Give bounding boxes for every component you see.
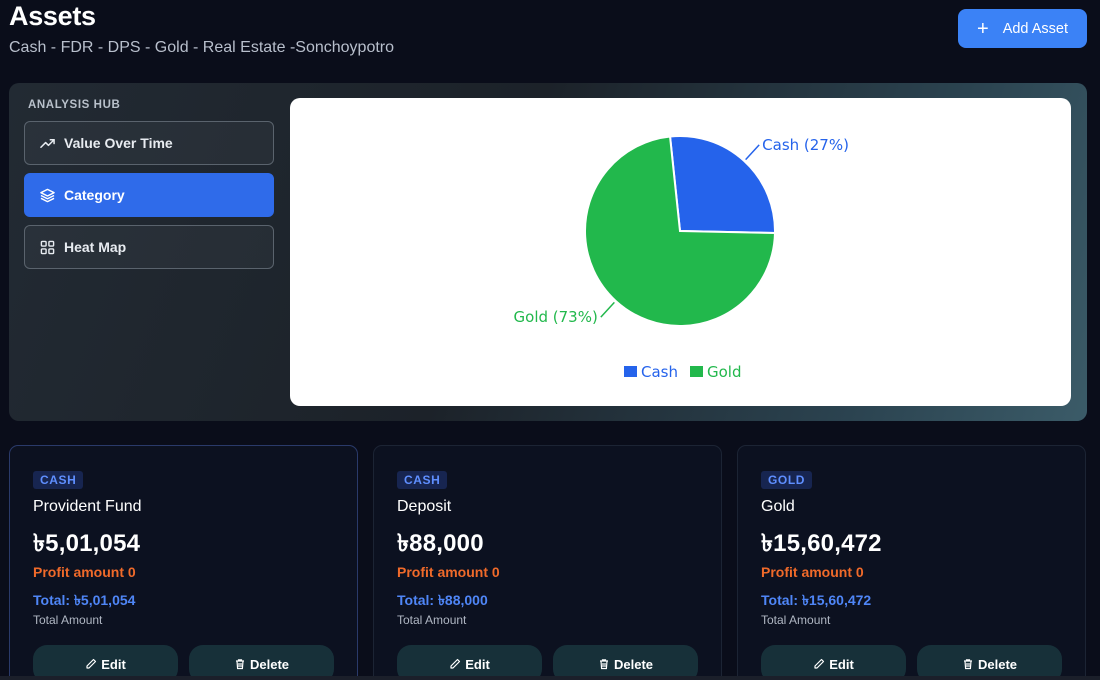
pie-leader-line-gold bbox=[600, 301, 615, 318]
page-header: Assets Cash - FDR - DPS - Gold - Real Es… bbox=[9, 0, 1091, 70]
pencil-icon bbox=[450, 658, 461, 669]
delete-label: Delete bbox=[249, 656, 290, 672]
total-caption: Total Amount bbox=[33, 613, 103, 627]
asset-name: Deposit bbox=[397, 498, 452, 515]
category-label: Category bbox=[64, 187, 125, 203]
category-button[interactable]: Category bbox=[24, 173, 274, 217]
asset-value: ৳88,000 bbox=[397, 530, 484, 557]
value-over-time-label: Value Over Time bbox=[64, 135, 173, 151]
grid-icon bbox=[40, 240, 55, 254]
pie-slice-cash[interactable] bbox=[668, 135, 776, 234]
page-subtitle: Cash - FDR - DPS - Gold - Real Estate -S… bbox=[9, 39, 395, 56]
pie-label-gold: Gold (73%) bbox=[514, 308, 598, 326]
heat-map-button[interactable]: Heat Map bbox=[24, 225, 274, 269]
asset-value: ৳15,60,472 bbox=[761, 530, 882, 557]
legend-label-gold[interactable]: Gold bbox=[707, 363, 742, 381]
analysis-hub-panel: ANALYSIS HUB Value Over Time Category He… bbox=[9, 83, 1087, 421]
total-amount: Total: ৳88,000 bbox=[397, 592, 488, 608]
edit-label: Edit bbox=[465, 656, 490, 672]
category-badge: CASH bbox=[397, 471, 448, 489]
pencil-icon bbox=[86, 658, 97, 669]
delete-label: Delete bbox=[613, 656, 654, 672]
delete-button[interactable]: Delete bbox=[553, 645, 698, 680]
total-caption: Total Amount bbox=[761, 613, 831, 627]
edit-button[interactable]: Edit bbox=[33, 645, 178, 680]
layers-icon bbox=[40, 188, 55, 202]
asset-card-deposit: CASH Deposit ৳88,000 Profit amount 0 Tot… bbox=[373, 445, 722, 680]
trash-icon bbox=[963, 659, 972, 670]
pie-leader-line-cash bbox=[745, 144, 760, 161]
analysis-hub-title: ANALYSIS HUB bbox=[28, 99, 121, 111]
category-pie-chart: Cash (27%) Gold (73%) Cash Gold bbox=[514, 135, 849, 381]
edit-label: Edit bbox=[101, 656, 126, 672]
add-asset-label: Add Asset bbox=[1002, 20, 1068, 37]
total-amount: Total: ৳5,01,054 bbox=[33, 592, 136, 608]
category-chart-card: Cash (27%) Gold (73%) Cash Gold bbox=[290, 98, 1071, 406]
trash-icon bbox=[599, 659, 608, 670]
legend-swatch-gold[interactable] bbox=[690, 366, 703, 377]
legend-swatch-cash[interactable] bbox=[624, 366, 637, 377]
plus-icon: + bbox=[977, 17, 989, 40]
delete-button[interactable]: Delete bbox=[917, 645, 1062, 680]
bottom-scrollbar-track bbox=[0, 676, 1100, 680]
edit-button[interactable]: Edit bbox=[761, 645, 906, 680]
edit-button[interactable]: Edit bbox=[397, 645, 542, 680]
profit-amount: Profit amount 0 bbox=[761, 564, 864, 580]
value-over-time-button[interactable]: Value Over Time bbox=[24, 121, 274, 165]
profit-amount: Profit amount 0 bbox=[33, 564, 136, 580]
legend-label-cash[interactable]: Cash bbox=[641, 363, 678, 381]
edit-label: Edit bbox=[829, 656, 854, 672]
asset-value: ৳5,01,054 bbox=[33, 530, 141, 557]
asset-name: Provident Fund bbox=[33, 498, 142, 515]
trending-up-icon bbox=[40, 138, 55, 148]
category-badge: CASH bbox=[33, 471, 84, 489]
profit-amount: Profit amount 0 bbox=[397, 564, 500, 580]
delete-button[interactable]: Delete bbox=[189, 645, 334, 680]
asset-name: Gold bbox=[761, 498, 795, 515]
trash-icon bbox=[235, 659, 244, 670]
pie-label-cash: Cash (27%) bbox=[762, 136, 849, 154]
page-title: Assets bbox=[9, 1, 96, 31]
total-amount: Total: ৳15,60,472 bbox=[761, 592, 872, 608]
asset-card-gold: GOLD Gold ৳15,60,472 Profit amount 0 Tot… bbox=[737, 445, 1086, 680]
asset-card-provident-fund: CASH Provident Fund ৳5,01,054 Profit amo… bbox=[9, 445, 358, 680]
category-badge: GOLD bbox=[761, 471, 813, 489]
pie-slice-gold[interactable] bbox=[584, 135, 777, 327]
add-asset-button[interactable]: + Add Asset bbox=[958, 9, 1087, 48]
heat-map-label: Heat Map bbox=[64, 239, 127, 255]
pencil-icon bbox=[814, 658, 825, 669]
total-caption: Total Amount bbox=[397, 613, 467, 627]
delete-label: Delete bbox=[977, 656, 1018, 672]
